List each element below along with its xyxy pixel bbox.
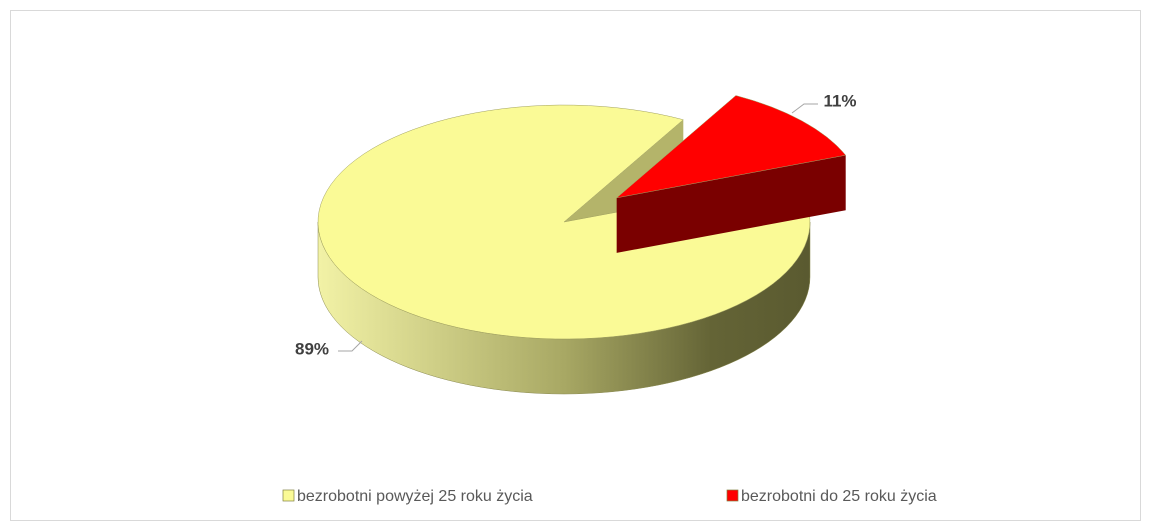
pie-slice <box>317 104 811 340</box>
data-label: 11% <box>823 91 856 110</box>
legend-swatch <box>726 489 739 502</box>
pie-slice <box>615 95 847 199</box>
legend-swatch <box>282 489 295 502</box>
legend-label: bezrobotni powyżej 25 roku życia <box>297 488 533 505</box>
data-label: 89% <box>295 339 329 358</box>
slice-side <box>616 155 846 253</box>
leader-line <box>338 340 363 352</box>
leader-line <box>791 103 818 114</box>
legend-label: bezrobotni do 25 roku życia <box>741 488 937 505</box>
